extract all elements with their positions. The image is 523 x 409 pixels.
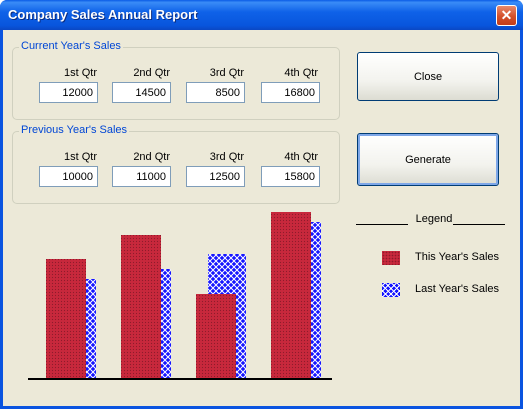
- bar-this-year-q1: [46, 259, 86, 378]
- legend-swatch-this-year: [382, 251, 400, 265]
- current-q1-label: 1st Qtr: [63, 67, 97, 79]
- previous-q4-label: 4th Qtr: [284, 151, 318, 163]
- bar-this-year-q3: [196, 294, 236, 378]
- current-year-title: Current Year's Sales: [19, 40, 123, 52]
- previous-q3-input[interactable]: [186, 166, 245, 187]
- previous-q3-label: 3rd Qtr: [209, 151, 244, 163]
- current-q3-label: 3rd Qtr: [209, 67, 244, 79]
- previous-q1-label: 1st Qtr: [63, 151, 97, 163]
- client-area: Current Year's Sales 1st Qtr 2nd Qtr 3rd…: [3, 30, 520, 406]
- generate-button[interactable]: Generate: [357, 133, 499, 186]
- legend-label-this-year: This Year's Sales: [415, 251, 500, 263]
- window-close-icon[interactable]: ✕: [496, 5, 517, 26]
- current-q2-input[interactable]: [112, 82, 171, 103]
- current-q4-label: 4th Qtr: [284, 67, 318, 79]
- sales-bar-chart: [28, 212, 332, 380]
- bar-this-year-q4: [271, 212, 311, 378]
- current-q2-label: 2nd Qtr: [133, 67, 170, 79]
- previous-q2-label: 2nd Qtr: [133, 151, 170, 163]
- legend-label-last-year: Last Year's Sales: [415, 283, 500, 295]
- current-q4-input[interactable]: [261, 82, 320, 103]
- current-q3-input[interactable]: [186, 82, 245, 103]
- legend-title: Legend: [415, 213, 453, 225]
- previous-q1-input[interactable]: [39, 166, 98, 187]
- previous-q2-input[interactable]: [112, 166, 171, 187]
- close-button[interactable]: Close: [357, 52, 499, 101]
- previous-q4-input[interactable]: [261, 166, 320, 187]
- current-year-group: Current Year's Sales 1st Qtr 2nd Qtr 3rd…: [12, 40, 340, 120]
- legend-rule-right: [453, 224, 505, 225]
- legend-swatch-last-year: [382, 283, 400, 297]
- title-bar[interactable]: Company Sales Annual Report ✕: [0, 0, 523, 30]
- bar-this-year-q2: [121, 235, 161, 378]
- window-title: Company Sales Annual Report: [8, 7, 198, 22]
- previous-year-title: Previous Year's Sales: [19, 124, 130, 136]
- legend-rule-left: [356, 224, 408, 225]
- previous-year-group: Previous Year's Sales 1st Qtr 2nd Qtr 3r…: [12, 124, 340, 204]
- current-q1-input[interactable]: [39, 82, 98, 103]
